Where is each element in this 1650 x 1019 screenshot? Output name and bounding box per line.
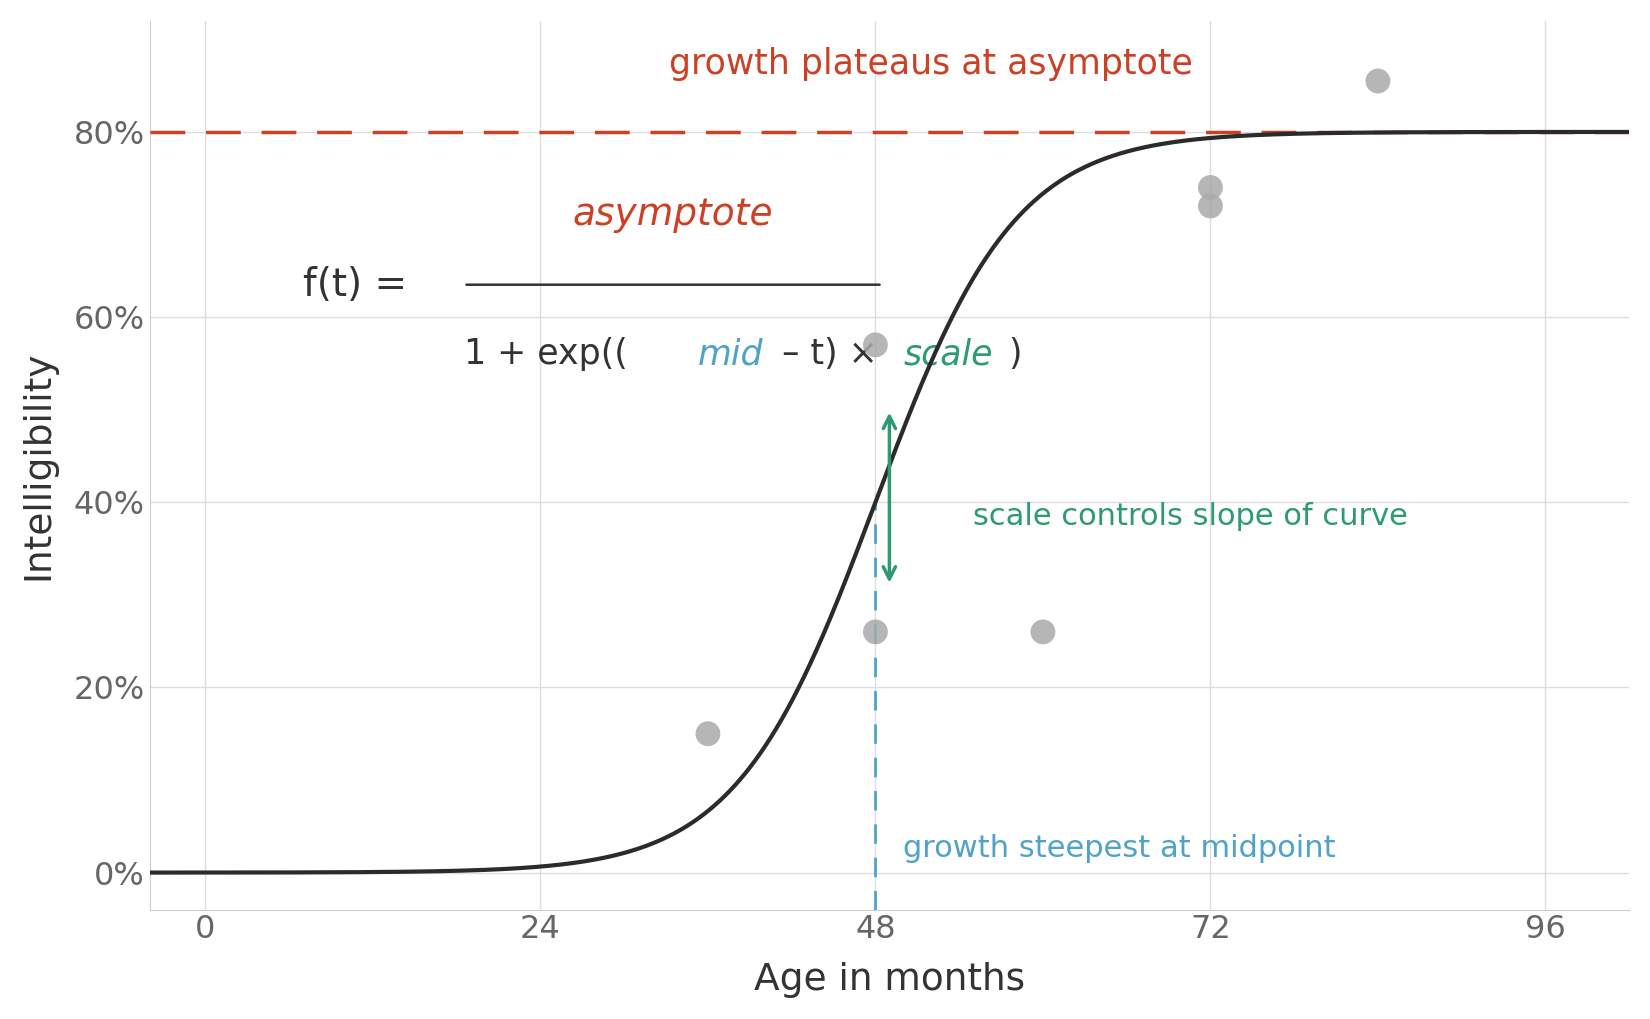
Point (1365, 73, 1391, 90)
X-axis label: Age in months: Age in months (754, 962, 1025, 999)
Point (1198, 179, 1224, 196)
Text: growth steepest at midpoint: growth steepest at midpoint (903, 835, 1336, 863)
Text: ): ) (998, 337, 1023, 371)
Point (863, 624, 889, 640)
Text: mid: mid (698, 337, 764, 371)
Text: scale controls slope of curve: scale controls slope of curve (974, 501, 1407, 531)
Text: – t) ×: – t) × (771, 337, 878, 371)
Point (695, 726, 721, 742)
Text: 1 + exp((: 1 + exp(( (464, 337, 627, 371)
Text: scale: scale (903, 337, 993, 371)
Point (1198, 198, 1224, 214)
Text: asymptote: asymptote (573, 198, 774, 233)
Point (863, 336, 889, 353)
Text: f(t) =: f(t) = (304, 266, 408, 304)
Text: growth plateaus at asymptote: growth plateaus at asymptote (670, 47, 1193, 82)
Point (1030, 624, 1056, 640)
Y-axis label: Intelligibility: Intelligibility (21, 351, 56, 580)
